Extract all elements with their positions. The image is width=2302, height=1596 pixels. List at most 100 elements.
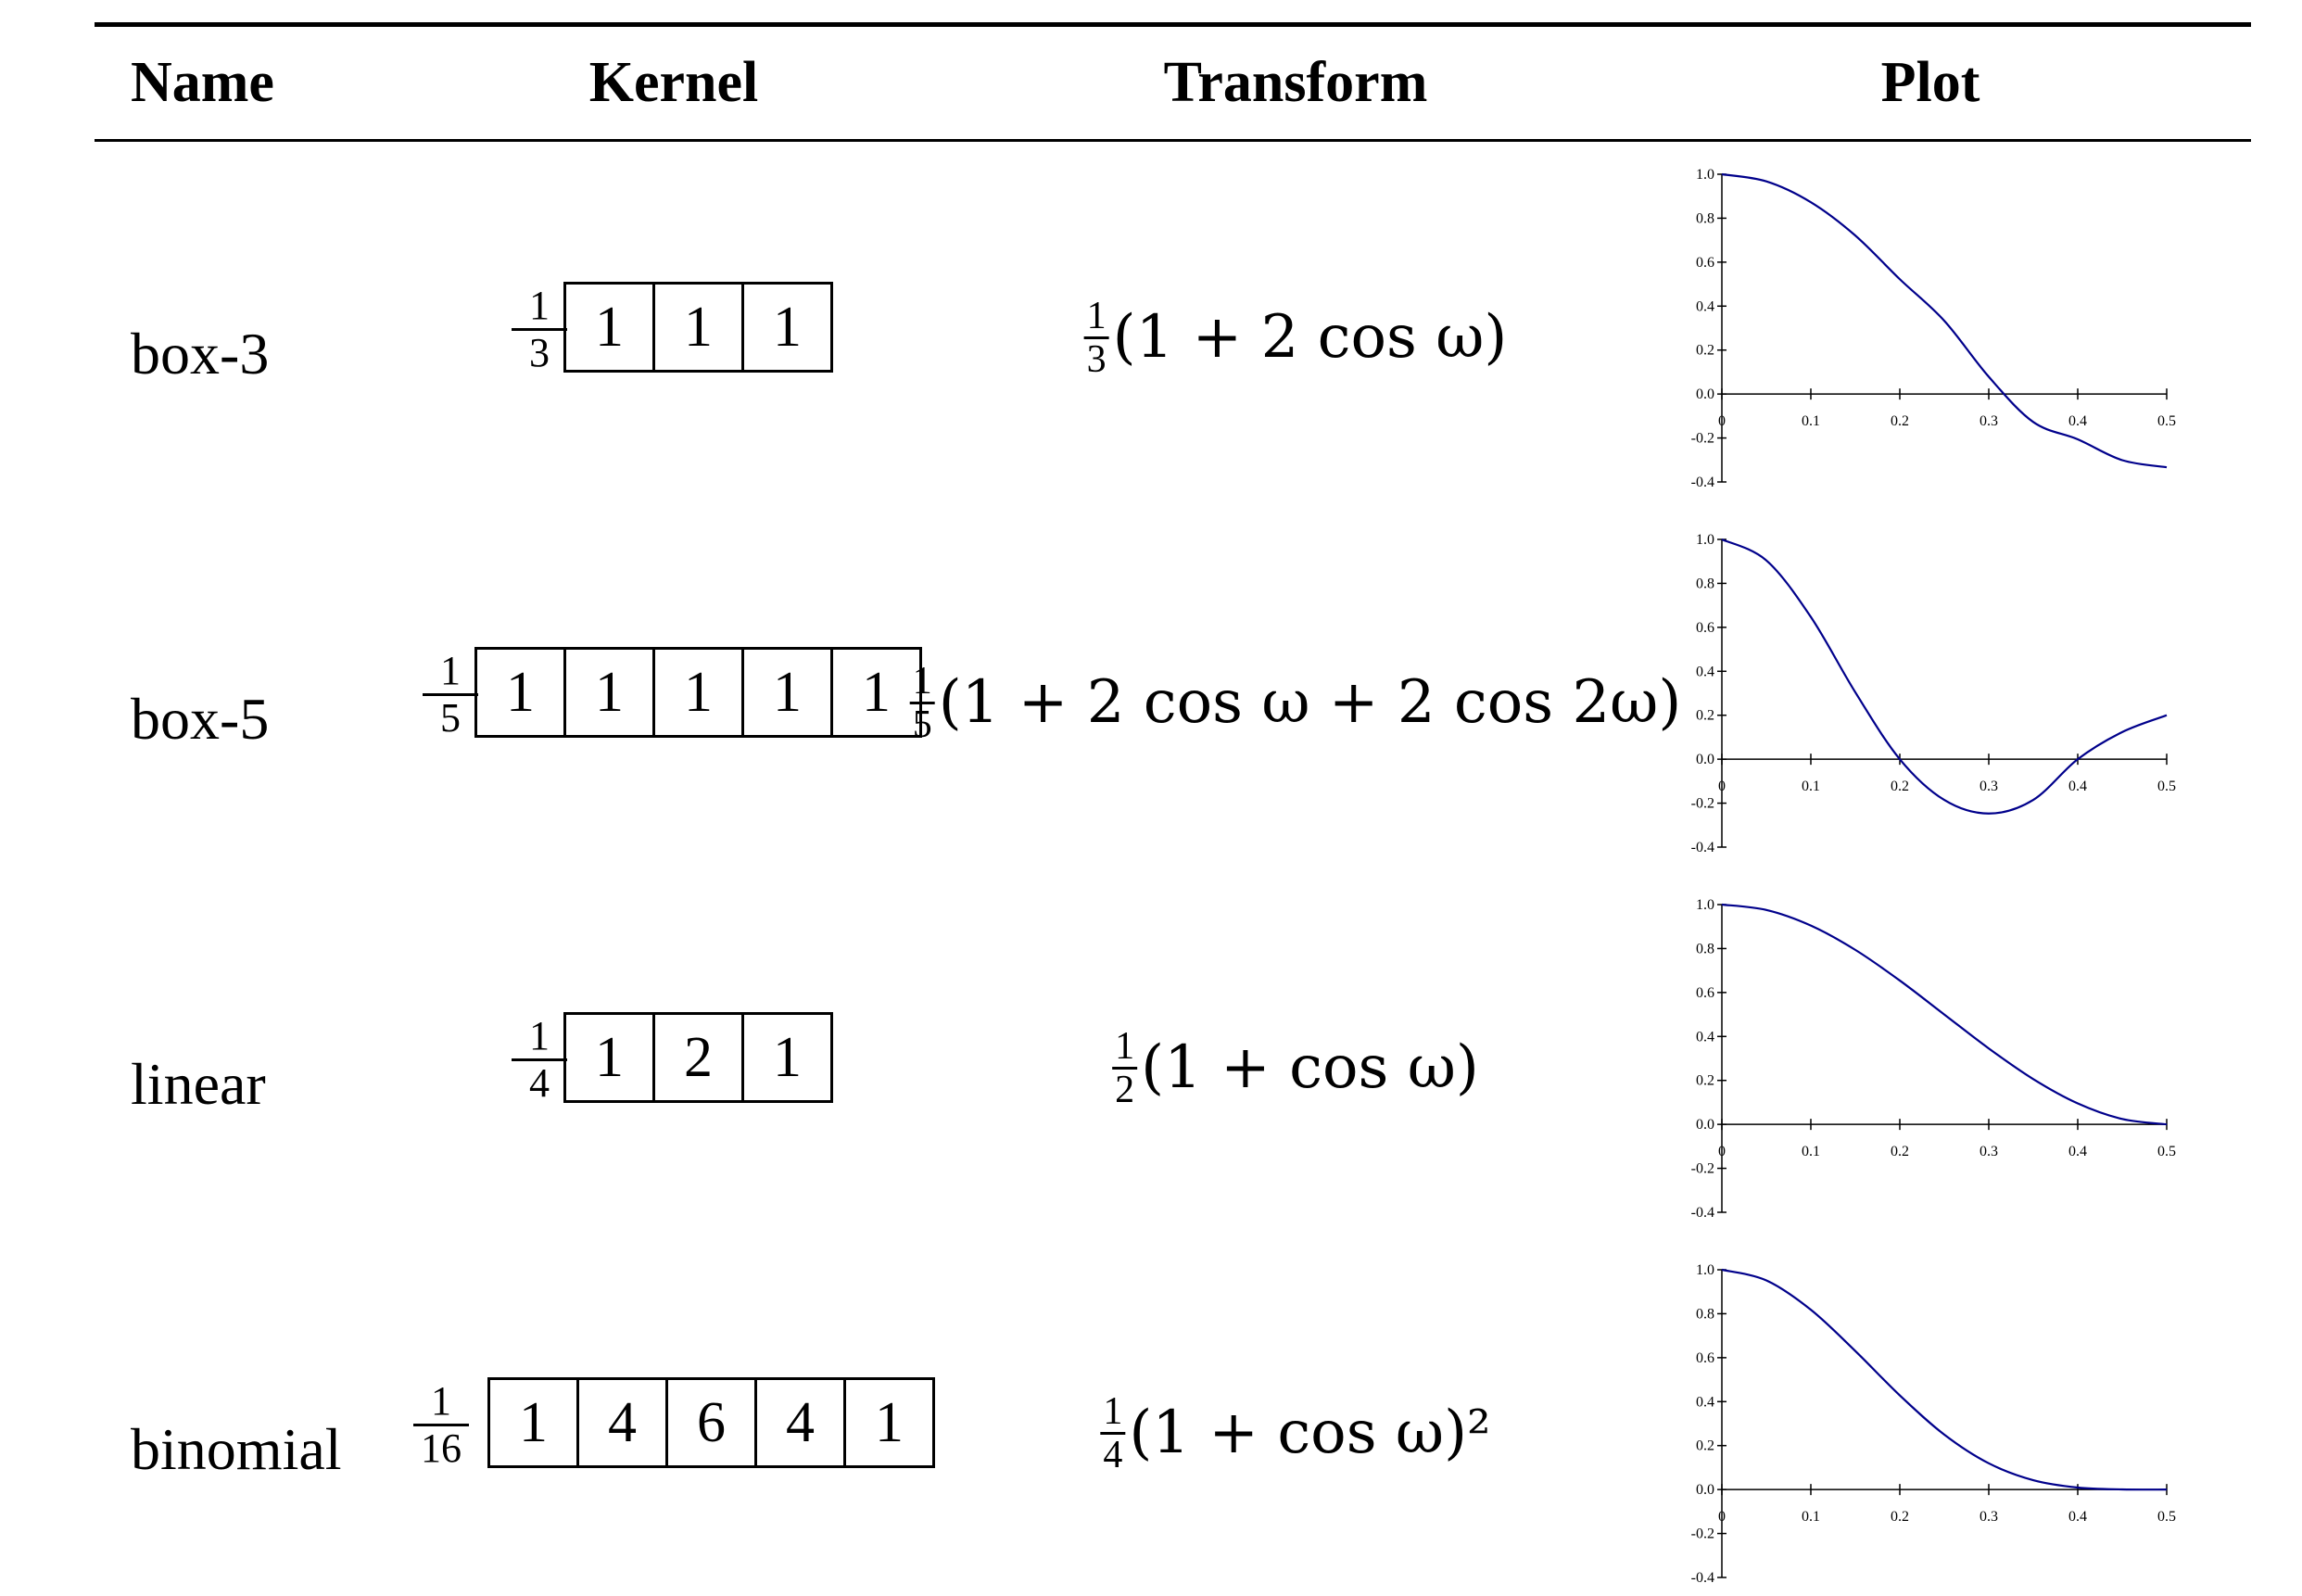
y-tick-label: -0.4 (1691, 475, 1714, 490)
row-name-binomial: binomial (131, 1416, 342, 1482)
kernel-cell: 1 (506, 661, 535, 724)
transform-expression: (1 + cos ω) (1141, 1033, 1479, 1102)
transform-box-5: 1 5 (1 + 2 cos ω + 2 cos 2ω) (909, 658, 1682, 747)
frequency-response-chart: 1.0 0.8 0.6 0.4 0.2 0.0 -0.2 -0.4 0 0.1 0.2 0.3 0.4 0… (1691, 167, 2176, 490)
kernel-cell: 1 (843, 1380, 932, 1465)
x-tick-label: 0.3 (1979, 1144, 1998, 1159)
response-curve (1721, 1268, 2168, 1491)
x-tick-label: 0.1 (1802, 413, 1820, 429)
kernel-cell: 1 (563, 650, 652, 735)
kernel-cell: 1 (741, 1015, 830, 1100)
row-name-linear: linear (131, 1051, 266, 1117)
kernel-cell: 1 (595, 296, 624, 359)
kernel-scale: 1 5 (423, 651, 478, 739)
y-tick-label: 0.4 (1696, 298, 1714, 314)
transform-binomial: 1 4 (1 + cos ω)² (1100, 1388, 1491, 1477)
x-tick-label: 0.1 (1802, 1144, 1820, 1159)
y-tick-label: 0.4 (1696, 1394, 1714, 1410)
x-tick-label: 0.2 (1891, 779, 1909, 794)
y-tick-label: 1.0 (1696, 1262, 1714, 1278)
transform-scale: 1 3 (1083, 297, 1109, 379)
x-tick-label: 0 (1718, 779, 1726, 794)
kernel-cells: 1 1 1 1 1 (474, 647, 922, 738)
transform-scale: 1 2 (1112, 1027, 1138, 1109)
x-tick-label: 0.4 (2068, 1509, 2087, 1525)
x-tick-label: 0.5 (2157, 413, 2176, 429)
x-tick-label: 0.4 (2068, 413, 2087, 429)
transform-expression: (1 + 2 cos ω + 2 cos 2ω) (938, 668, 1682, 737)
x-tick-label: 0 (1718, 1144, 1726, 1159)
response-curve (1721, 903, 2168, 1126)
y-tick-label: -0.2 (1691, 1161, 1714, 1177)
kernel-cells: 1 2 1 (563, 1012, 833, 1103)
y-tick-label: 0.0 (1696, 1482, 1714, 1498)
y-tick-label: -0.4 (1691, 840, 1714, 855)
y-tick-label: 0.0 (1696, 386, 1714, 402)
y-tick-label: 0.6 (1696, 620, 1714, 636)
frequency-response-chart: 1.0 0.8 0.6 0.4 0.2 0.0 -0.2 -0.4 0 0.1 0.2 0.3 0.4 0… (1691, 1262, 2176, 1586)
x-tick-label: 0.3 (1979, 1509, 1998, 1525)
kernel-cell: 1 (830, 650, 919, 735)
x-tick-label: 0.2 (1891, 1509, 1909, 1525)
transform-box-3: 1 3 (1 + 2 cos ω) (1083, 293, 1508, 382)
y-tick-label: -0.4 (1691, 1205, 1714, 1221)
y-tick-label: 0.4 (1696, 1029, 1714, 1045)
kernel-cell: 1 (652, 285, 741, 370)
y-tick-label: 0.8 (1696, 576, 1714, 591)
frequency-response-chart: 1.0 0.8 0.6 0.4 0.2 0.0 -0.2 -0.4 0 0.1 0.2 0.3 0.4 0… (1691, 532, 2176, 855)
y-tick-label: -0.2 (1691, 1526, 1714, 1542)
transform-linear: 1 2 (1 + cos ω) (1112, 1023, 1479, 1112)
y-tick-label: 0.0 (1696, 1117, 1714, 1133)
table-header-rule (95, 139, 2251, 142)
x-tick-label: 0.2 (1891, 1144, 1909, 1159)
kernel-scale: 1 3 (512, 285, 567, 374)
y-tick-label: 1.0 (1696, 532, 1714, 548)
x-tick-label: 0.2 (1891, 413, 1909, 429)
y-tick-label: 1.0 (1696, 897, 1714, 913)
kernel-cell: 1 (595, 1026, 624, 1089)
frequency-response-chart: 1.0 0.8 0.6 0.4 0.2 0.0 -0.2 -0.4 0 0.1 0.2 0.3 0.4 0… (1691, 897, 2176, 1221)
header-transform: Transform (1163, 51, 1428, 114)
table-top-rule (95, 22, 2251, 27)
header-plot: Plot (1880, 51, 1980, 114)
kernel-cell: 4 (576, 1380, 665, 1465)
kernel-cell: 1 (741, 285, 830, 370)
transform-expression: (1 + 2 cos ω) (1112, 303, 1508, 372)
y-tick-label: 1.0 (1696, 167, 1714, 183)
y-tick-label: 0.6 (1696, 985, 1714, 1001)
y-tick-label: 0.2 (1696, 343, 1714, 359)
transform-scale: 1 5 (909, 662, 935, 744)
y-tick-label: 0.8 (1696, 941, 1714, 956)
y-tick-label: -0.2 (1691, 796, 1714, 812)
header-name: Name (131, 51, 274, 114)
plot-box-3: 1.0 0.8 0.6 0.4 0.2 0.0 -0.2 -0.4 0 0.1 0.2 0.3 0.4 0… (1659, 158, 2196, 500)
y-tick-label: 0.8 (1696, 210, 1714, 226)
y-tick-label: -0.4 (1691, 1570, 1714, 1586)
y-tick-label: -0.2 (1691, 431, 1714, 447)
y-tick-label: 0.2 (1696, 708, 1714, 724)
row-name-box-5: box-5 (131, 686, 270, 752)
kernel-cell: 2 (652, 1015, 741, 1100)
y-tick-label: 0.0 (1696, 752, 1714, 767)
y-tick-label: 0.2 (1696, 1438, 1714, 1454)
y-tick-label: 0.6 (1696, 1350, 1714, 1366)
kernel-scale: 1 4 (512, 1016, 567, 1104)
transform-scale: 1 4 (1100, 1392, 1126, 1475)
row-name-box-3: box-3 (131, 321, 270, 386)
response-curve (1721, 538, 2168, 815)
kernel-cell: 1 (741, 650, 830, 735)
header-kernel: Kernel (588, 51, 759, 114)
x-tick-label: 0 (1718, 1509, 1726, 1525)
x-tick-label: 0.1 (1802, 1509, 1820, 1525)
x-tick-label: 0 (1718, 413, 1726, 429)
transform-expression: (1 + cos ω)² (1129, 1399, 1491, 1467)
kernel-cell: 6 (665, 1380, 754, 1465)
y-tick-label: 0.6 (1696, 255, 1714, 271)
response-curve (1721, 172, 2168, 469)
y-tick-label: 0.4 (1696, 664, 1714, 679)
x-tick-label: 0.3 (1979, 779, 1998, 794)
x-tick-label: 0.4 (2068, 1144, 2087, 1159)
x-tick-label: 0.5 (2157, 779, 2176, 794)
y-tick-label: 0.2 (1696, 1073, 1714, 1089)
kernel-cell: 1 (519, 1391, 548, 1454)
